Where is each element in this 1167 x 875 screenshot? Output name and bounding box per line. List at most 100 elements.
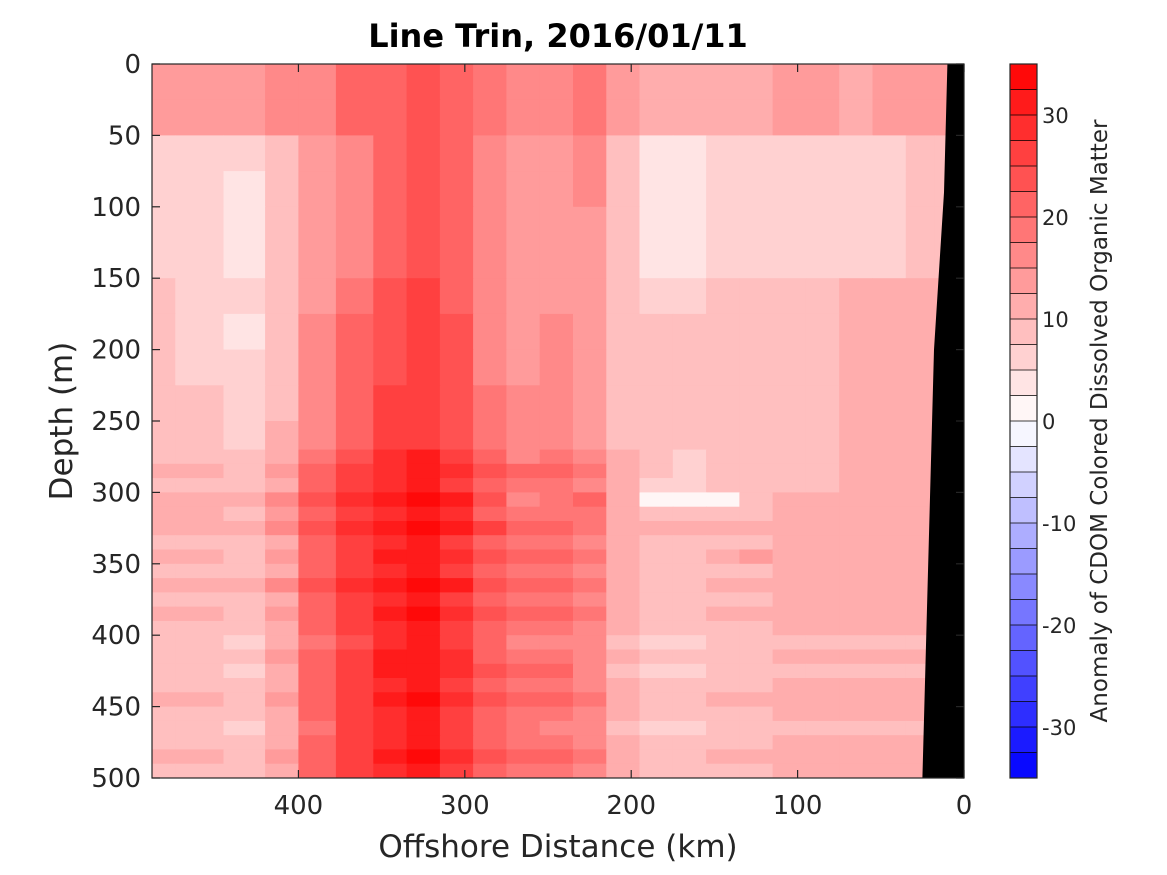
heatmap-cell	[175, 349, 225, 386]
heatmap-cell	[573, 135, 607, 172]
heatmap-cell	[672, 171, 707, 208]
heatmap-cell	[639, 578, 674, 593]
heatmap-cell	[406, 563, 441, 579]
heatmap-cell	[905, 349, 936, 386]
heatmap-cell	[606, 278, 641, 315]
heatmap-cell	[872, 349, 907, 386]
heatmap-cell	[905, 385, 936, 422]
heatmap-cell	[473, 99, 507, 136]
heatmap-cell	[152, 649, 176, 665]
heatmap-cell	[872, 313, 907, 351]
heatmap-cell	[473, 492, 507, 508]
heatmap-cell	[706, 535, 740, 551]
heatmap-cell	[573, 563, 607, 579]
heatmap-cell	[805, 421, 840, 451]
heatmap-cell	[223, 678, 266, 693]
heatmap-cell	[905, 449, 936, 465]
heatmap-cell	[406, 242, 441, 279]
heatmap-cell	[805, 563, 840, 579]
heatmap-cell	[772, 649, 807, 665]
heatmap-cell	[872, 206, 907, 244]
heatmap-cell	[506, 385, 541, 422]
heatmap-cell	[473, 171, 507, 208]
heatmap-cell	[473, 549, 507, 565]
heatmap-cell	[175, 64, 225, 101]
heatmap-cell	[175, 649, 225, 665]
heatmap-cell	[223, 171, 266, 208]
heatmap-cell	[606, 206, 641, 244]
heatmap-cell	[223, 592, 266, 608]
heatmap-cell	[573, 99, 607, 136]
heatmap-cell	[298, 549, 337, 565]
heatmap-cell	[573, 606, 607, 622]
heatmap-cell	[839, 421, 874, 451]
heatmap-cell	[739, 449, 774, 465]
heatmap-cell	[672, 478, 707, 493]
heatmap-cell	[506, 135, 541, 172]
heatmap-cell	[335, 449, 374, 465]
heatmap-cell	[872, 549, 907, 565]
heatmap-cell	[298, 535, 337, 551]
heatmap-cell	[772, 506, 807, 522]
colorbar-segment	[1010, 344, 1037, 371]
heatmap-cell	[739, 421, 774, 451]
heatmap-cell	[905, 506, 936, 522]
heatmap-cell	[265, 763, 299, 778]
y-tick-label: 50	[108, 121, 141, 151]
heatmap-cell	[772, 763, 807, 778]
heatmap-cell	[805, 606, 840, 622]
heatmap-cell	[473, 635, 507, 651]
heatmap-cell	[805, 478, 840, 493]
heatmap-cell	[672, 535, 707, 551]
heatmap-cell	[772, 313, 807, 351]
heatmap-cell	[473, 135, 507, 172]
heatmap-cell	[506, 706, 541, 722]
heatmap-cell	[639, 692, 674, 708]
heatmap-cell	[539, 385, 574, 422]
heatmap-cell	[573, 421, 607, 451]
heatmap-cell	[739, 706, 774, 722]
heatmap-cell	[439, 735, 474, 751]
heatmap-cell	[439, 749, 474, 765]
x-axis-label: Offshore Distance (km)	[378, 829, 737, 865]
heatmap-cell	[506, 64, 541, 101]
heatmap-cell	[406, 313, 441, 351]
heatmap-cell	[573, 706, 607, 722]
heatmap-cell	[335, 206, 374, 244]
heatmap-cell	[672, 313, 707, 351]
heatmap-cell	[152, 678, 176, 693]
heatmap-cell	[739, 385, 774, 422]
heatmap-cells	[152, 64, 964, 778]
heatmap-cell	[473, 313, 507, 351]
heatmap-cell	[539, 506, 574, 522]
heatmap-cell	[406, 64, 441, 101]
heatmap-cell	[473, 64, 507, 101]
heatmap-cell	[839, 606, 874, 622]
heatmap-cell	[573, 313, 607, 351]
heatmap-cell	[439, 171, 474, 208]
heatmap-cell	[672, 620, 707, 636]
heatmap-cell	[265, 385, 299, 422]
heatmap-cell	[872, 385, 907, 422]
heatmap-cell	[473, 606, 507, 622]
heatmap-cell	[439, 535, 474, 551]
colorbar-segment	[1010, 446, 1037, 473]
heatmap-cell	[706, 706, 740, 722]
heatmap-cell	[573, 635, 607, 651]
heatmap-cell	[373, 535, 408, 551]
heatmap-cell	[739, 749, 774, 765]
heatmap-cell	[573, 763, 607, 778]
heatmap-cell	[573, 278, 607, 315]
heatmap-cell	[573, 449, 607, 465]
heatmap-cell	[839, 692, 874, 708]
heatmap-cell	[539, 313, 574, 351]
x-tick-label: 100	[773, 791, 823, 821]
heatmap-cell	[406, 592, 441, 608]
heatmap-cell	[298, 749, 337, 765]
heatmap-cell	[406, 749, 441, 765]
heatmap-cell	[573, 385, 607, 422]
heatmap-cell	[672, 635, 707, 651]
heatmap-cell	[223, 563, 266, 579]
heatmap-cell	[439, 563, 474, 579]
colorbar-tick-label: -20	[1042, 614, 1076, 638]
